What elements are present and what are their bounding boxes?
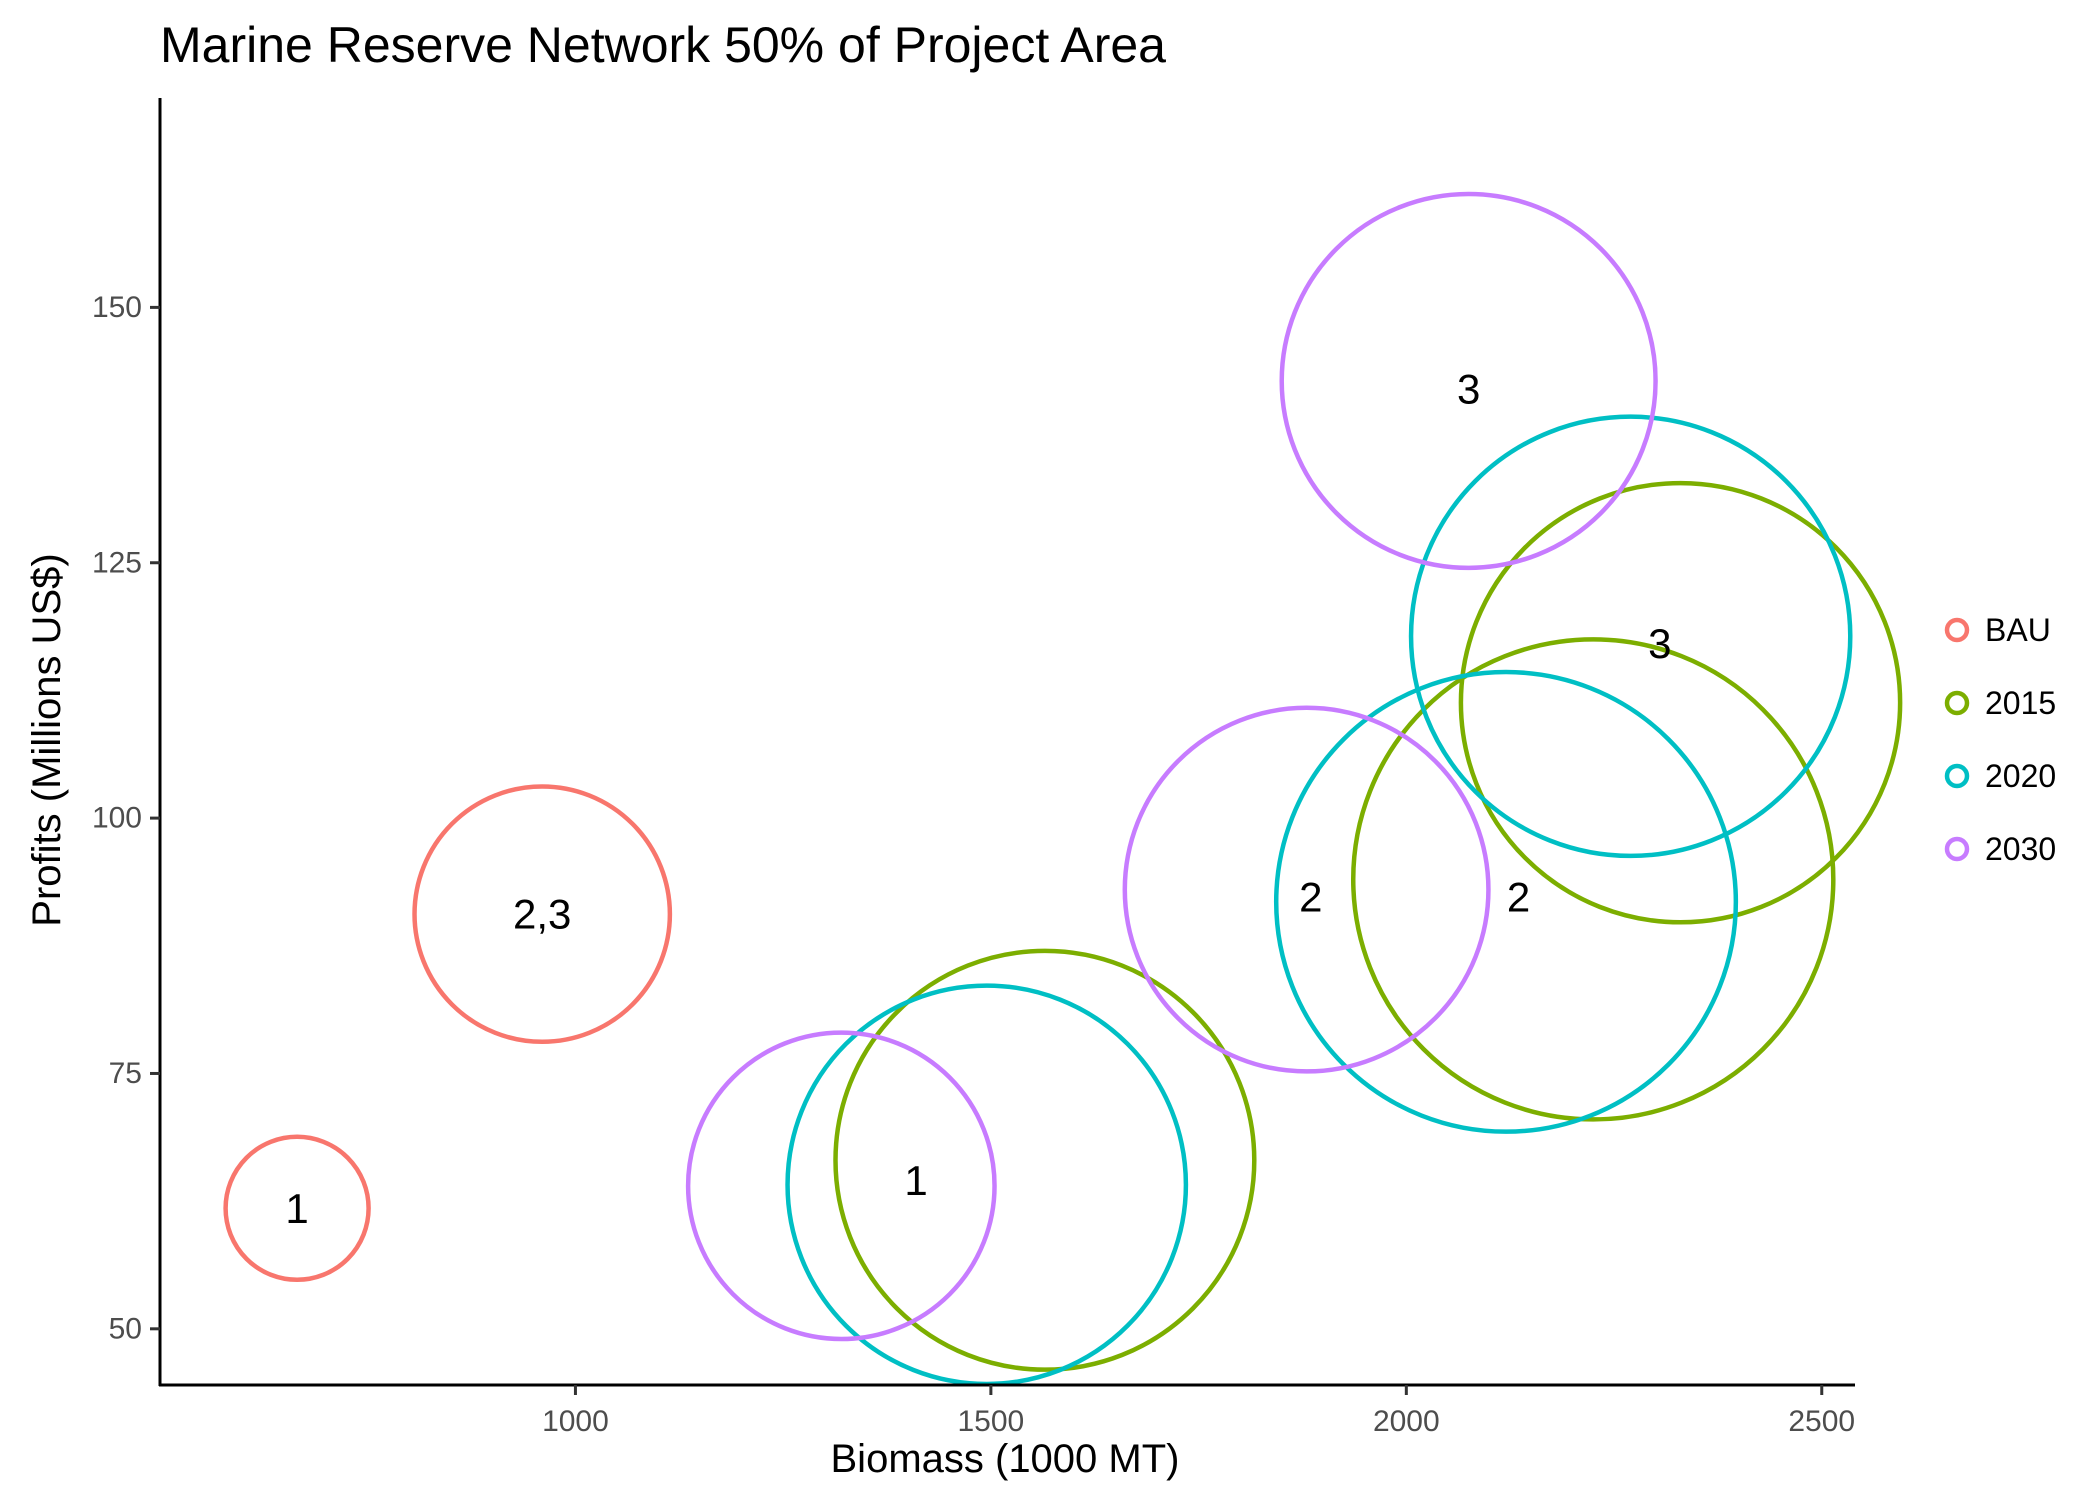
legend-label-2020: 2020 — [1985, 758, 2056, 794]
x-tick-label: 1500 — [958, 1405, 1025, 1438]
point-label-3: 1 — [904, 1157, 927, 1204]
y-tick-label: 50 — [109, 1312, 142, 1345]
legend-label-2015: 2015 — [1985, 685, 2056, 721]
y-tick-label: 125 — [92, 546, 142, 579]
bubble-2030-1 — [685, 1030, 997, 1342]
bubble-bau-1 — [223, 1134, 371, 1283]
point-label-4: 2 — [1299, 873, 1322, 920]
legend-key-2030 — [1944, 836, 1970, 862]
plot-area: 1 2,3 1 2 2 3 3 — [223, 191, 1903, 1387]
x-axis-title: Biomass (1000 MT) — [831, 1437, 1180, 1481]
legend-key-bau — [1944, 617, 1970, 643]
bubble-2015-2 — [1350, 637, 1836, 1122]
bubble-2030-2 — [1122, 705, 1491, 1074]
legend-label-bau: BAU — [1985, 612, 2051, 648]
bubble-bau-2 — [412, 784, 673, 1045]
axes: 1000 1500 2000 2500 50 75 100 125 150 — [92, 98, 1855, 1438]
bubble-2015-1 — [833, 948, 1257, 1372]
point-label-6: 3 — [1457, 366, 1480, 413]
point-label-5: 2 — [1507, 873, 1530, 920]
point-label-2: 2,3 — [513, 891, 571, 938]
bubble-2020-2 — [1273, 669, 1739, 1134]
bubble-2030-3 — [1279, 191, 1658, 571]
y-tick-label: 75 — [109, 1057, 142, 1090]
legend-label-2030: 2030 — [1985, 831, 2056, 867]
y-axis-title: Profits (Millions US$) — [25, 553, 69, 926]
chart-title: Marine Reserve Network 50% of Project Ar… — [160, 17, 1166, 73]
bubble-2020-1 — [785, 983, 1189, 1387]
y-tick-label: 100 — [92, 802, 142, 835]
bubble-2020-3 — [1408, 414, 1853, 859]
legend-key-2020 — [1944, 763, 1970, 789]
legend: BAU 2015 2020 2030 — [1944, 612, 2056, 867]
x-tick-label: 2500 — [1788, 1405, 1855, 1438]
point-label-7: 3 — [1648, 620, 1671, 667]
x-tick-label: 1000 — [542, 1405, 609, 1438]
legend-key-2015 — [1944, 690, 1970, 716]
bubble-2015-3 — [1458, 480, 1903, 925]
x-tick-label: 2000 — [1373, 1405, 1440, 1438]
y-tick-label: 150 — [92, 291, 142, 324]
point-label-1: 1 — [285, 1185, 308, 1232]
